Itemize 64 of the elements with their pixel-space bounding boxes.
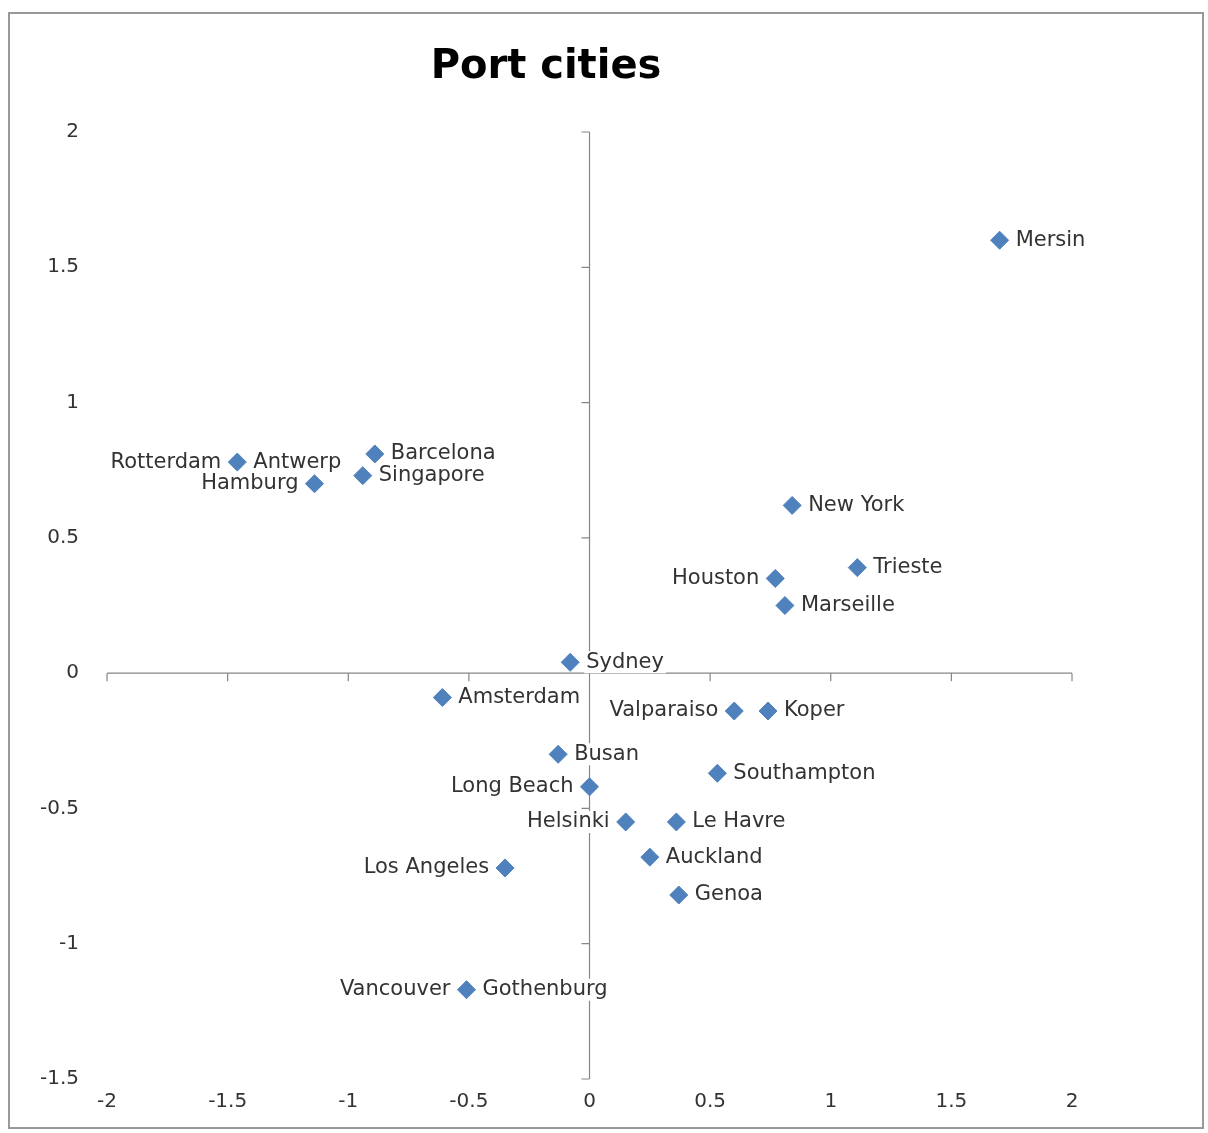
annotation: Southampton (733, 759, 876, 784)
point (495, 858, 515, 878)
annotation: Vancouver (339, 976, 451, 1001)
y-tick-label: 1 (66, 388, 80, 413)
annotation: Auckland (665, 843, 763, 868)
annotation: Rotterdam (110, 448, 222, 473)
point (560, 652, 580, 672)
point (782, 495, 802, 515)
point (365, 444, 385, 464)
annotation: Barcelona (390, 440, 496, 465)
y-tick-label: 1.5 (47, 253, 80, 278)
x-tick-label: -1.5 (208, 1088, 248, 1113)
point (456, 980, 476, 1000)
point (616, 812, 636, 832)
annotation: New York (808, 491, 906, 516)
point (432, 687, 452, 707)
point (669, 885, 689, 905)
annotation: Antwerp (253, 448, 342, 473)
y-tick-label: 2 (66, 118, 80, 143)
annotation: Marseille (800, 591, 895, 616)
annotation: Trieste (872, 554, 943, 579)
x-tick-label: 0 (583, 1088, 596, 1113)
annotation: Hamburg (201, 470, 299, 495)
point (724, 701, 744, 721)
x-tick-label: 1.5 (935, 1088, 968, 1113)
y-tick-label: -0.5 (39, 794, 80, 819)
point (548, 744, 568, 764)
annotation: Sydney (586, 648, 664, 673)
point (580, 777, 600, 797)
x-tick-label: -1 (338, 1088, 359, 1113)
annotation: Gothenburg (482, 976, 608, 1001)
x-tick-label: 1 (824, 1088, 838, 1113)
x-tick-label: 2 (1065, 1088, 1079, 1113)
point (640, 847, 660, 867)
point (990, 230, 1010, 250)
point (758, 701, 778, 721)
y-tick-label: 0.5 (47, 524, 80, 549)
point (765, 568, 785, 588)
x-tick-label: -2 (97, 1088, 117, 1113)
point (304, 474, 324, 494)
y-tick-label: -1.5 (39, 1065, 80, 1090)
point (707, 763, 727, 783)
annotation: Long Beach (450, 773, 574, 798)
annotation: Busan (574, 740, 639, 765)
annotation: Koper (784, 697, 845, 722)
annotation: Houston (671, 564, 760, 589)
annotation: Mersin (1015, 226, 1086, 251)
point (227, 452, 247, 472)
x-tick-label: 0.5 (694, 1088, 727, 1113)
y-tick-label: -1 (59, 929, 80, 954)
annotation: Helsinki (527, 808, 610, 833)
point (847, 558, 867, 578)
point (775, 596, 795, 615)
y-tick-label: 0 (66, 659, 80, 684)
annotation: Le Havre (692, 808, 786, 833)
annotation: Valparaiso (609, 697, 719, 722)
x-tick-label: -0.5 (449, 1088, 489, 1113)
annotation: Singapore (378, 462, 485, 487)
annotation: Amsterdam (458, 683, 581, 708)
annotation: Genoa (694, 881, 764, 906)
point (353, 466, 373, 486)
chart-title: Port cities (430, 41, 662, 88)
annotation: Los Angeles (363, 854, 490, 879)
point (666, 812, 686, 832)
